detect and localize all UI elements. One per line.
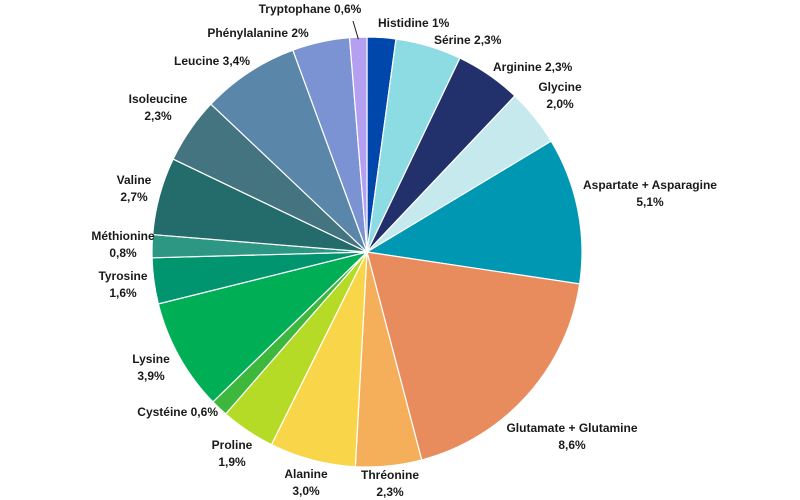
slice-label: Glutamate + Glutamine 8,6% (506, 421, 637, 452)
pie-slices (151, 36, 583, 468)
slice-label: Aspartate + Asparagine 5,1% (583, 178, 717, 209)
slice-label-line: Leucine 3,4% (174, 54, 250, 68)
slice-label: Phénylalanine 2% (207, 26, 309, 40)
slice-label: Sérine 2,3% (434, 33, 502, 47)
leader-line (352, 20, 359, 40)
slice-label: Thréonine 2,3% (361, 468, 419, 499)
slice-label-line: Sérine 2,3% (434, 33, 502, 47)
slice-label-line: Isoleucine (129, 92, 188, 106)
slice-label: Proline 1,9% (212, 438, 253, 469)
slice-label: Arginine 2,3% (493, 60, 573, 74)
pie-slice-glutamate-glutamine (366, 251, 581, 461)
slice-label: Valine 2,7% (117, 173, 152, 204)
slice-label-line: Arginine 2,3% (493, 60, 573, 74)
slice-label-line: 0,8% (109, 246, 137, 260)
slice-label-line: Tyrosine (98, 269, 147, 283)
pie-slice-leucine (210, 49, 368, 253)
slice-label: Leucine 3,4% (174, 54, 250, 68)
slice-label-line: 5,1% (636, 195, 664, 209)
slice-label-line: 3,0% (292, 484, 320, 498)
slice-label-line: Thréonine (361, 468, 419, 482)
slice-label: Isoleucine 2,3% (129, 92, 188, 123)
slice-label-line: 2,3% (376, 485, 404, 499)
slice-label-line: 2,3% (144, 109, 172, 123)
slice-label-line: Tryptophane 0,6% (259, 2, 362, 16)
slice-label-line: Phénylalanine 2% (207, 26, 309, 40)
slice-label: Glycine 2,0% (538, 80, 582, 111)
slice-label: Tryptophane 0,6% (259, 2, 362, 16)
slice-label-line: 2,7% (120, 190, 148, 204)
slice-label-line: 8,6% (558, 438, 586, 452)
slice-label-line: Aspartate + Asparagine (583, 178, 717, 192)
slice-label: Lysine 3,9% (132, 352, 170, 383)
slice-label-line: Proline (212, 438, 253, 452)
slice-label: Méthionine 0,8% (91, 229, 155, 260)
slice-label-line: Glutamate + Glutamine (506, 421, 637, 435)
slice-label-line: 2,0% (546, 97, 574, 111)
slice-label: Cystéine 0,6% (137, 405, 218, 419)
slice-label-line: 1,9% (218, 455, 246, 469)
slice-label-line: 3,9% (137, 369, 165, 383)
slice-label-line: Alanine (284, 467, 328, 481)
slice-label: Histidine 1% (378, 16, 450, 30)
slice-label-line: Méthionine (91, 229, 155, 243)
pie-slice-aspartate-asparagine (365, 140, 583, 285)
pie-slice-lysine (157, 250, 370, 403)
slice-label-line: Valine (117, 173, 152, 187)
pie-labels: Histidine 1% Sérine 2,3% Arginine 2,3% Glyc… (91, 2, 717, 499)
slice-label-line: Histidine 1% (378, 16, 450, 30)
slice-label: Tyrosine 1,6% (98, 269, 147, 300)
slice-label: Alanine 3,0% (284, 467, 328, 498)
slice-label-line: Glycine (538, 80, 582, 94)
slice-label-line: 1,6% (109, 286, 137, 300)
slice-label-line: Cystéine 0,6% (137, 405, 218, 419)
slice-label-line: Lysine (132, 352, 170, 366)
